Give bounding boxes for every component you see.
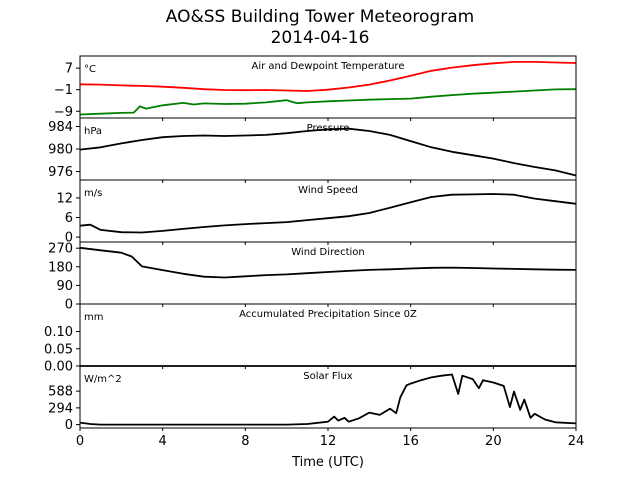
panel-4-title: Wind Direction <box>291 247 365 258</box>
panel-2-series-1 <box>79 127 577 177</box>
x-tick-label: 8 <box>241 434 249 449</box>
panel-4-series-1 <box>79 246 577 279</box>
panel-6-ytick-label: 294 <box>48 401 73 416</box>
panel-3-ytick-label: 12 <box>56 191 73 206</box>
panel-2-ytick-label: 984 <box>48 120 73 135</box>
panel-6-ytick-label: 0 <box>65 418 73 433</box>
panel-4-ytick-label: 180 <box>48 260 73 275</box>
panel-2-title: Pressure <box>307 123 350 134</box>
panel-4-ytick-label: 270 <box>48 242 73 257</box>
panel-2-ytick-label: 980 <box>48 143 73 158</box>
panel-1-title: Air and Dewpoint Temperature <box>252 61 405 72</box>
panel-3-series-1 <box>79 193 577 234</box>
panel-1-series-1 <box>79 61 577 92</box>
figure-subtitle: 2014-04-16 <box>270 28 370 48</box>
panel-6-unit: W/m^2 <box>84 374 122 385</box>
x-tick-label: 4 <box>159 434 167 449</box>
panel-3-ytick-label: 6 <box>65 211 73 226</box>
panel-5-ytick-label: 0.00 <box>44 360 73 375</box>
figure-title: AO&SS Building Tower Meteorogram <box>165 7 475 27</box>
panel-5-ytick-label: 0.05 <box>44 342 73 357</box>
x-tick-label: 20 <box>485 434 502 449</box>
panel-3-ytick-label: 0 <box>65 231 73 246</box>
panel-1-ytick-label: −9 <box>54 105 73 120</box>
panel-2-unit: hPa <box>84 126 102 137</box>
x-tick-label: 16 <box>402 434 419 449</box>
panel-1-ytick-label: 7 <box>65 62 73 77</box>
panel-6-title: Solar Flux <box>303 371 353 382</box>
panel-4-ytick-label: 90 <box>56 279 73 294</box>
panel-1-unit: °C <box>84 64 96 75</box>
panel-5-title: Accumulated Precipitation Since 0Z <box>239 309 417 320</box>
panel-6-ytick-label: 588 <box>48 385 73 400</box>
x-tick-label: 24 <box>568 434 585 449</box>
panel-1-series-2 <box>79 88 577 116</box>
panel-5-unit: mm <box>84 312 103 323</box>
panel-4-ytick-label: 0 <box>65 298 73 313</box>
panel-2-ytick-label: 976 <box>48 165 73 180</box>
x-tick-label: 12 <box>320 434 337 449</box>
panel-1-ytick-label: −1 <box>54 83 73 98</box>
panel-3-title: Wind Speed <box>298 185 358 196</box>
panel-6-series-1 <box>79 373 577 426</box>
x-tick-label: 0 <box>76 434 84 449</box>
x-axis-label: Time (UTC) <box>291 455 364 470</box>
panel-5-ytick-label: 0.10 <box>44 325 73 340</box>
panel-3-unit: m/s <box>84 188 102 199</box>
